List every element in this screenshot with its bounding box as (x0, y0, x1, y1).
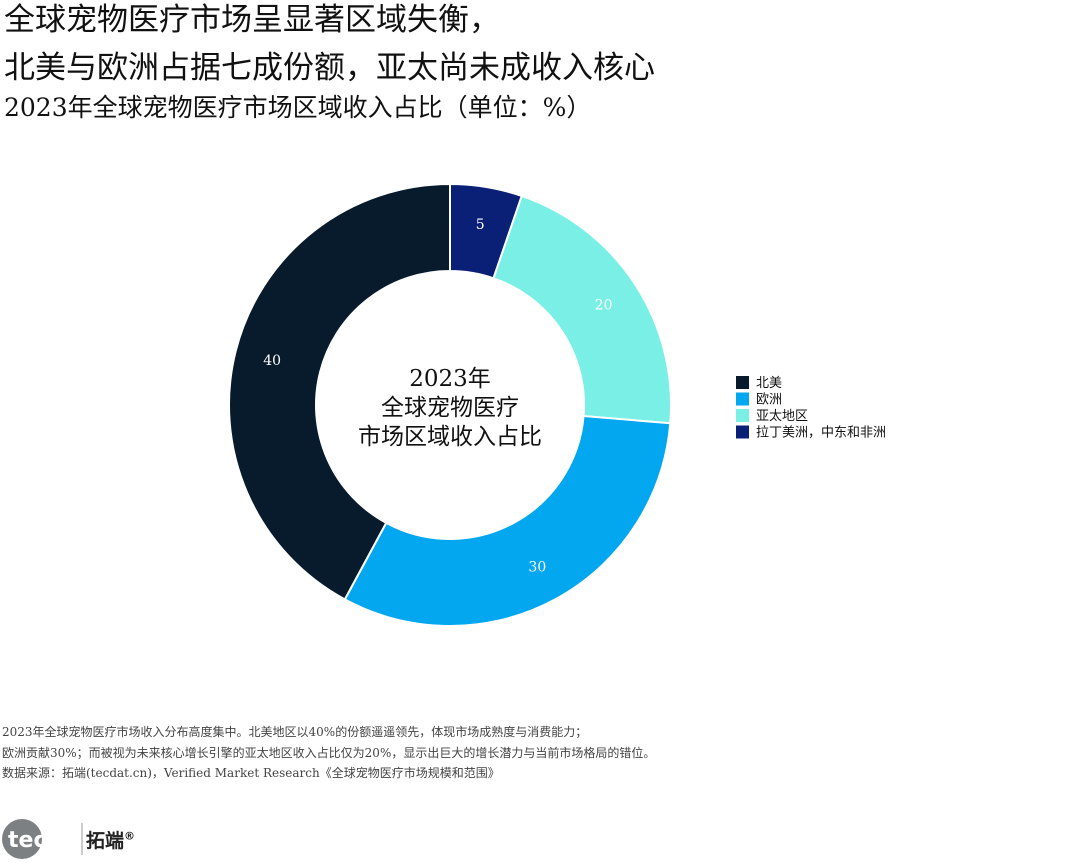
slice-value-labels: 5 20 30 40 (263, 217, 612, 575)
legend-label-europe: 欧洲 (756, 393, 782, 408)
legend-swatch-north-america (736, 376, 749, 389)
slice-europe (343, 414, 672, 627)
slice-north-america (228, 182, 451, 601)
legend-label-north-america: 北美 (756, 376, 782, 391)
slice-label-north-america: 40 (263, 353, 281, 369)
slice-label-latam-mea: 5 (476, 217, 485, 233)
legend-label-asia-pacific: 亚太地区 (756, 409, 808, 424)
slice-label-asia-pacific: 20 (595, 298, 613, 314)
tecdat-logo: tecdat (2, 819, 88, 859)
center-label-line-3: 市场区域收入占比 (358, 424, 542, 450)
center-label-line-2: 全球宠物医疗 (381, 395, 519, 421)
donut-center-label: 2023年全球宠物医疗市场区域收入占比 (358, 366, 542, 450)
source-note: 数据来源：拓端(tecdat.cn)，Verified Market Resea… (2, 766, 500, 780)
legend-swatch-europe (736, 392, 749, 406)
chart-subtitle: 2023年全球宠物医疗市场区域收入占比（单位：%） (4, 93, 592, 122)
slice-asia-pacific (492, 194, 672, 425)
legend-swatch-latam-mea (736, 425, 749, 439)
footnote-line-2: 欧洲贡献30%；而被视为未来核心增长引擎的亚太地区收入占比仅为20%，显示出巨大… (2, 746, 656, 760)
legend-label-latam-mea: 拉丁美洲，中东和非洲 (756, 426, 886, 441)
footnote-line-1: 2023年全球宠物医疗市场收入分布高度集中。北美地区以40%的份额遥遥领先，体现… (2, 725, 588, 739)
legend-swatch-asia-pacific (736, 409, 749, 422)
chart-title-line-2: 北美与欧洲占据七成份额，亚太尚未成收入核心 (4, 50, 655, 86)
center-label-line-1: 2023年 (409, 366, 491, 392)
slice-label-europe: 30 (528, 559, 546, 575)
brand-name: 拓端® (86, 829, 136, 852)
svg-text:tecdat: tecdat (8, 828, 88, 853)
donut-slices (228, 182, 672, 627)
chart-title-line-1: 全球宠物医疗市场呈显著区域失衡， (4, 2, 500, 38)
